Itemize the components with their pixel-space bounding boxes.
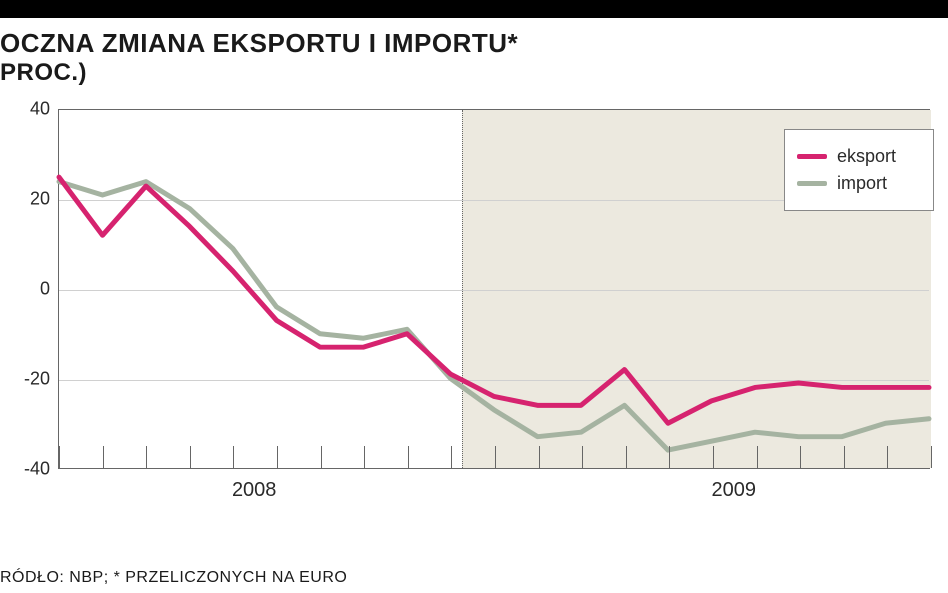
y-axis-tick-label: -40 xyxy=(10,459,50,480)
line-series-eksport xyxy=(59,177,929,423)
x-minor-tick xyxy=(539,446,540,468)
x-minor-tick xyxy=(233,446,234,468)
source-footnote: RÓDŁO: NBP; * PRZELICZONYCH NA EURO xyxy=(0,569,347,587)
chart-title-block: OCZNA ZMIANA EKSPORTU I IMPORTU* PROC.) xyxy=(0,18,948,91)
legend-label-eksport: eksport xyxy=(837,146,896,167)
x-minor-tick xyxy=(364,446,365,468)
legend-swatch-import xyxy=(797,181,827,186)
x-minor-tick xyxy=(495,446,496,468)
x-minor-tick xyxy=(887,446,888,468)
x-minor-tick xyxy=(669,446,670,468)
legend-box: eksport import xyxy=(784,129,934,211)
legend-label-import: import xyxy=(837,173,887,194)
x-minor-tick xyxy=(321,446,322,468)
x-minor-tick xyxy=(626,446,627,468)
y-axis-tick-label: 0 xyxy=(10,279,50,300)
chart-title-line2: PROC.) xyxy=(0,59,948,87)
x-minor-tick xyxy=(931,446,932,468)
x-minor-tick xyxy=(59,446,60,468)
x-minor-tick xyxy=(800,446,801,468)
legend-swatch-eksport xyxy=(797,154,827,159)
chart-title-line1: OCZNA ZMIANA EKSPORTU I IMPORTU* xyxy=(0,28,948,59)
legend-item-eksport: eksport xyxy=(797,146,921,167)
line-series-import xyxy=(59,182,929,451)
x-minor-tick xyxy=(582,446,583,468)
legend-item-import: import xyxy=(797,173,921,194)
y-axis-tick-label: 40 xyxy=(10,99,50,120)
x-minor-tick xyxy=(451,446,452,468)
x-minor-tick xyxy=(408,446,409,468)
x-minor-tick xyxy=(103,446,104,468)
x-minor-tick xyxy=(190,446,191,468)
x-minor-tick xyxy=(146,446,147,468)
y-axis-tick-label: 20 xyxy=(10,189,50,210)
x-axis-label: 2008 xyxy=(232,479,277,502)
x-minor-tick xyxy=(277,446,278,468)
x-minor-tick xyxy=(844,446,845,468)
x-minor-tick xyxy=(757,446,758,468)
x-axis-label: 2009 xyxy=(712,479,757,502)
top-black-bar xyxy=(0,0,948,18)
chart-container: eksport import -40 -20 0 20 40 2008 2009 xyxy=(0,99,948,519)
y-axis-tick-label: -20 xyxy=(10,369,50,390)
x-minor-tick xyxy=(713,446,714,468)
